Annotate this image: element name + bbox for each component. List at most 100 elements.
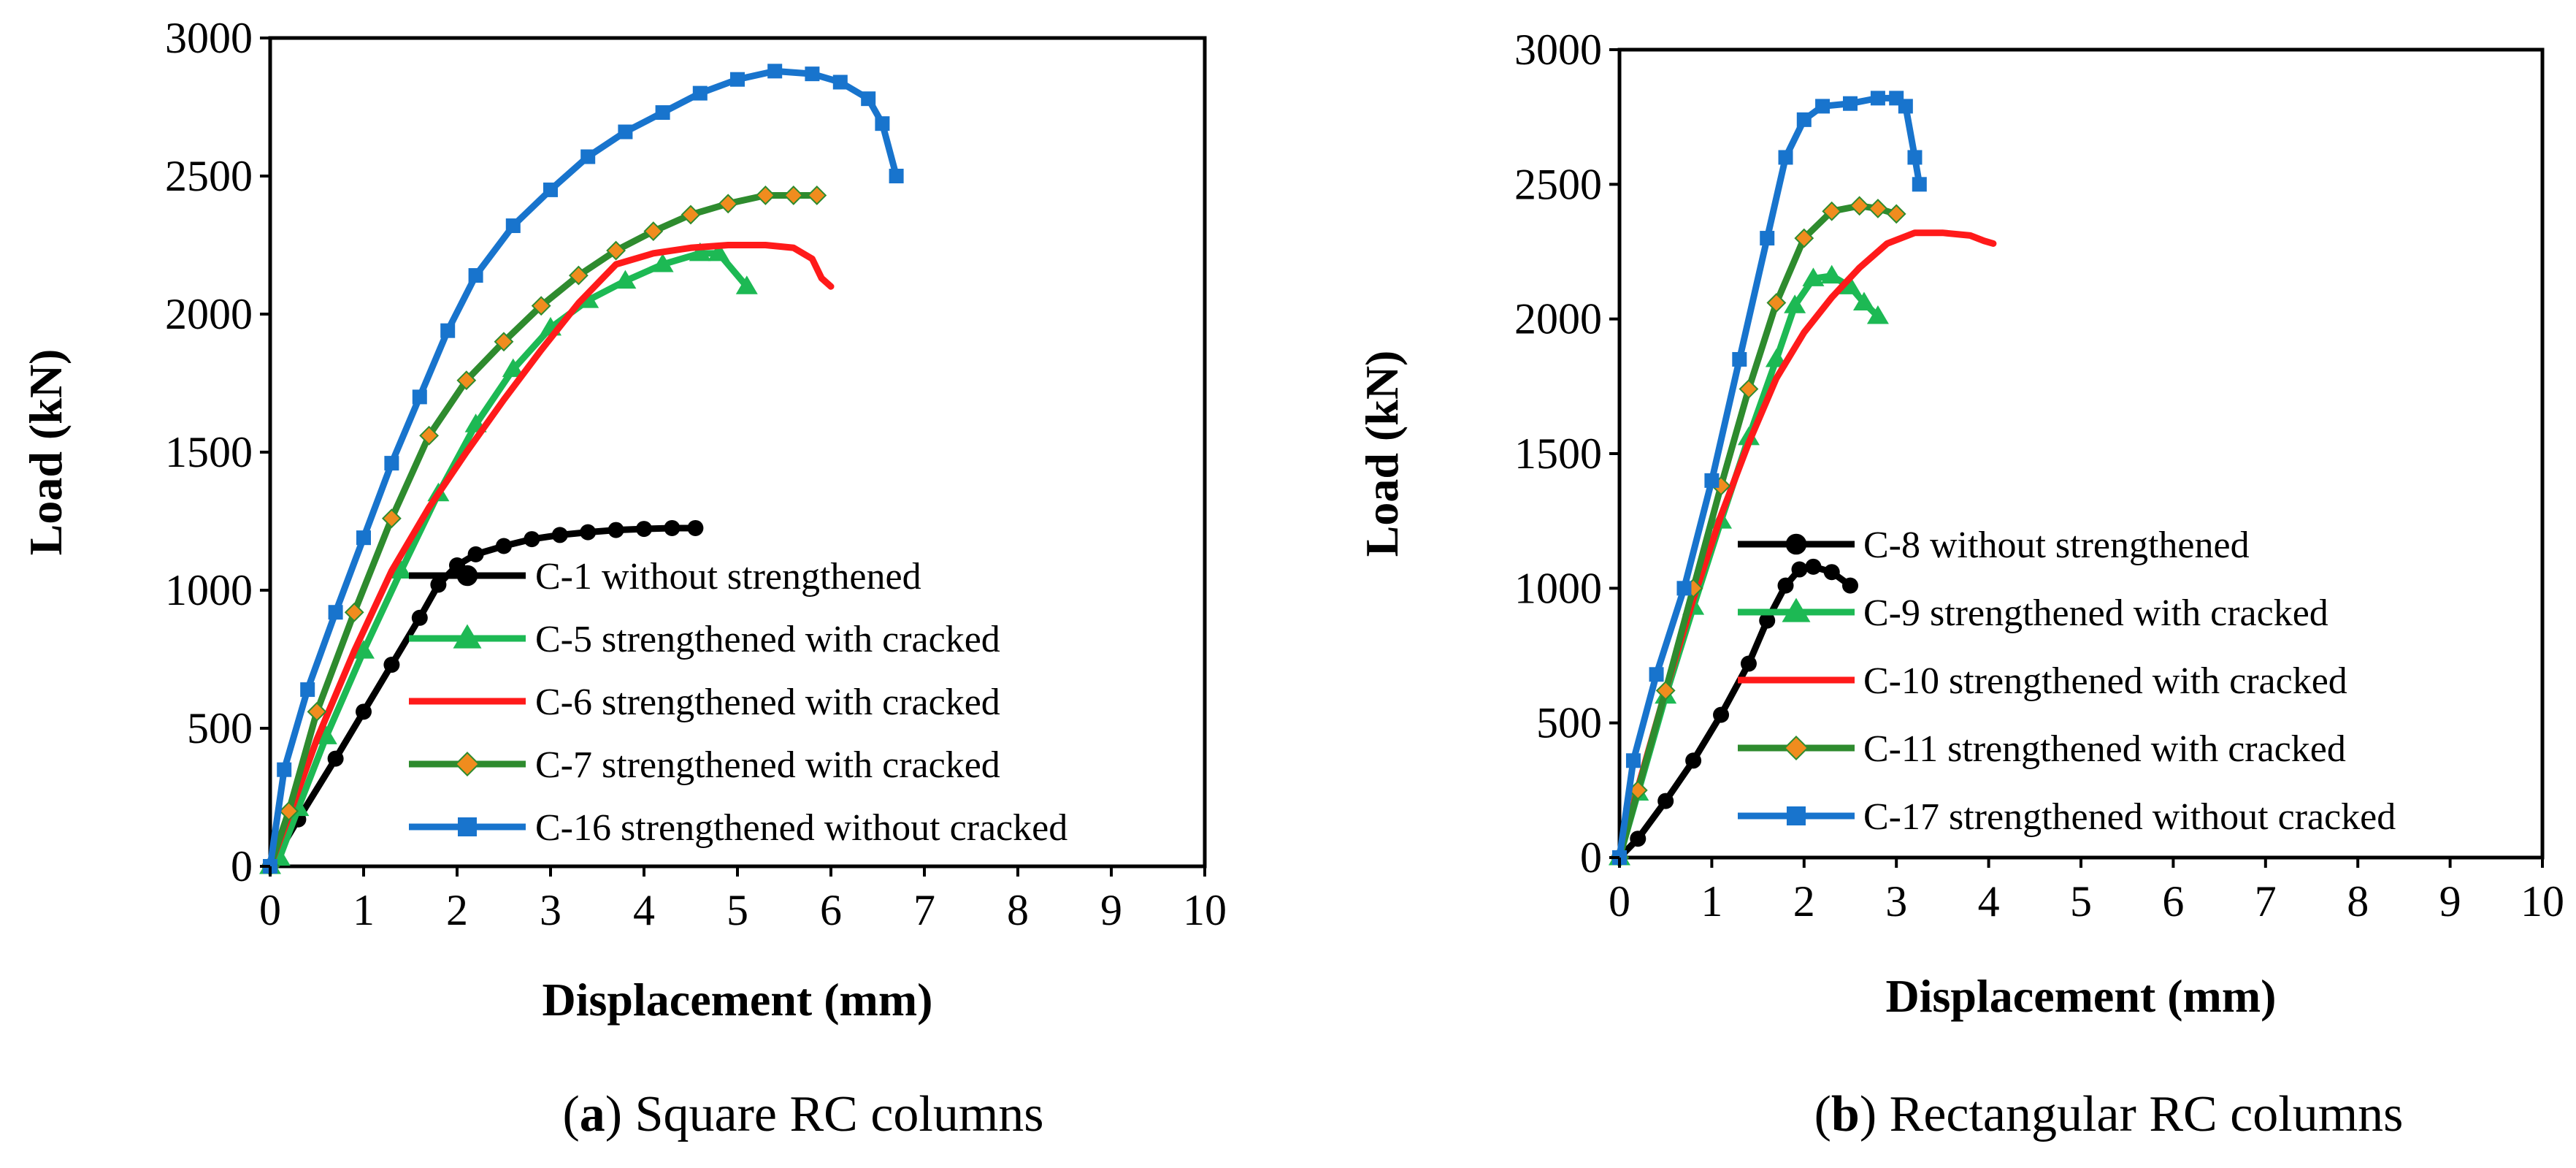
- data-point: [502, 358, 524, 378]
- data-point: [467, 546, 484, 562]
- y-axis-label: Load (kN): [20, 349, 72, 556]
- y-tick-label: 500: [1536, 699, 1602, 747]
- series-group: [259, 64, 904, 877]
- x-tick-label: 5: [727, 886, 748, 934]
- x-tick-label: 2: [1793, 877, 1815, 925]
- data-point: [1886, 204, 1906, 224]
- legend-marker: [458, 817, 477, 836]
- data-point: [767, 64, 783, 79]
- data-point: [1796, 112, 1812, 127]
- data-point: [1739, 379, 1759, 399]
- data-point: [1815, 99, 1831, 114]
- data-point: [1759, 612, 1776, 629]
- legend-item: C-8 without strengthened: [1738, 524, 2250, 566]
- x-axis-label: Displacement (mm): [1886, 970, 2277, 1022]
- legend-label: C-10 strengthened with cracked: [1863, 660, 2347, 702]
- data-point: [307, 701, 327, 722]
- legend-item: C-7 strengthened with cracked: [409, 744, 1000, 786]
- data-point: [505, 218, 521, 234]
- x-tick-label: 9: [2439, 877, 2461, 925]
- data-point: [618, 124, 633, 140]
- x-tick-label: 7: [2255, 877, 2277, 925]
- x-axis-label: Displacement (mm): [543, 974, 933, 1026]
- data-point: [383, 657, 400, 673]
- legend-item: C-17 strengthened without cracked: [1738, 796, 2396, 838]
- data-point: [1630, 831, 1647, 847]
- data-point: [356, 703, 372, 720]
- data-point: [468, 268, 483, 283]
- data-point: [524, 531, 540, 548]
- data-point: [551, 527, 568, 543]
- x-tick-label: 9: [1100, 886, 1122, 934]
- legend-item: C-11 strengthened with cracked: [1738, 728, 2346, 770]
- data-point: [1822, 201, 1842, 221]
- data-point: [681, 205, 701, 225]
- data-point: [1676, 581, 1692, 596]
- legend-label: C-9 strengthened with cracked: [1863, 592, 2328, 634]
- data-point: [390, 560, 413, 579]
- data-point: [832, 75, 848, 90]
- y-tick-label: 3000: [165, 14, 253, 62]
- data-point: [1713, 706, 1730, 723]
- series-c-11: [1609, 196, 1906, 868]
- data-point: [718, 194, 738, 214]
- data-point: [730, 72, 745, 87]
- legend-label: C-16 strengthened without cracked: [535, 807, 1067, 849]
- legend: C-1 without strengthened C-5 strengthened…: [409, 556, 1067, 849]
- y-tick-label: 1500: [165, 428, 253, 476]
- data-point: [861, 91, 876, 107]
- y-tick-label: 2500: [165, 152, 253, 200]
- data-point: [356, 530, 371, 546]
- caption-text: Rectangular RC columns: [1877, 1086, 2403, 1142]
- y-axis-label: Load (kN): [1356, 351, 1408, 557]
- y-tick-label: 1000: [1514, 564, 1602, 612]
- data-point: [1912, 177, 1927, 192]
- series-group: [1609, 91, 1997, 868]
- tick-labels: 0 1 2 3 4 5 6 7 8 9 10 0 500 1000 1500 2000 2500 3000: [165, 14, 1227, 934]
- caption-text: Square RC columns: [622, 1086, 1043, 1142]
- data-point: [277, 762, 292, 777]
- legend-label: C-6 strengthened with cracked: [535, 682, 1000, 723]
- legend-marker: [454, 751, 480, 777]
- data-point: [456, 370, 477, 391]
- legend-item: C-1 without strengthened: [409, 556, 921, 598]
- data-point: [1794, 228, 1814, 248]
- data-point: [412, 389, 427, 405]
- data-point: [755, 186, 775, 205]
- x-tick-label: 2: [446, 886, 468, 934]
- legend-label: C-11 strengthened with cracked: [1863, 728, 2346, 770]
- data-point: [1777, 577, 1794, 594]
- data-point: [783, 186, 804, 205]
- series-c-16: [263, 64, 904, 874]
- data-point: [1655, 681, 1676, 701]
- legend-label: C-8 without strengthened: [1863, 524, 2250, 566]
- data-point: [1839, 275, 1861, 294]
- data-point: [1870, 91, 1885, 106]
- data-point: [1740, 655, 1757, 672]
- data-point: [543, 182, 558, 197]
- x-tick-label: 8: [1007, 886, 1029, 934]
- x-tick-label: 10: [2521, 877, 2564, 925]
- legend-marker: [1787, 806, 1806, 825]
- data-point: [381, 508, 402, 529]
- data-point: [1649, 667, 1664, 682]
- data-point: [411, 609, 428, 626]
- series-c-1: [262, 519, 704, 874]
- x-tick-label: 3: [540, 886, 561, 934]
- y-tick-label: 0: [1580, 833, 1602, 882]
- data-point: [664, 519, 681, 536]
- data-point: [606, 240, 626, 261]
- data-point: [607, 522, 624, 538]
- legend-label: C-1 without strengthened: [535, 556, 921, 598]
- data-point: [636, 521, 652, 538]
- figure-caption: (b) Rectangular RC columns: [1814, 1086, 2404, 1142]
- y-tick-label: 2000: [165, 290, 253, 338]
- data-point: [1765, 348, 1787, 367]
- data-point: [1843, 96, 1858, 111]
- x-tick-label: 0: [1609, 877, 1630, 925]
- data-point: [1868, 199, 1888, 218]
- legend-item: C-6 strengthened with cracked: [409, 682, 1000, 723]
- caption-letter: b: [1831, 1086, 1860, 1142]
- legend-item: C-10 strengthened with cracked: [1738, 660, 2347, 702]
